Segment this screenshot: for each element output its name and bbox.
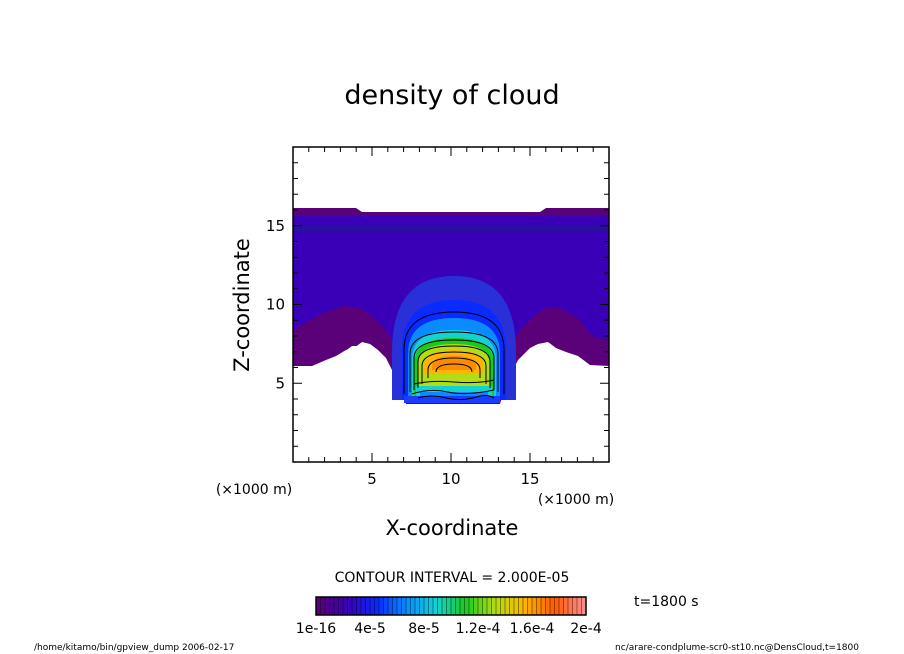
- colorbar-cell: [487, 597, 492, 615]
- y-tick-label: 15: [266, 217, 285, 235]
- colorbar-cell: [559, 597, 564, 615]
- colorbar-cell: [545, 597, 551, 615]
- colorbar-cell: [347, 597, 353, 615]
- density-field: [293, 208, 609, 410]
- field-gap-left: [293, 346, 404, 410]
- colorbar-cell: [338, 597, 344, 615]
- x-axis-title: X-coordinate: [386, 516, 519, 540]
- colorbar-cell: [383, 597, 389, 615]
- colorbar-cell: [379, 597, 384, 615]
- colorbar-tick-label: 4e-5: [354, 621, 385, 637]
- colorbar-cell: [577, 597, 582, 615]
- colorbar-cell: [536, 597, 542, 615]
- colorbar-cell: [428, 597, 434, 615]
- colorbar-cell: [509, 597, 515, 615]
- x-tick-label: 5: [367, 470, 377, 488]
- plume: [392, 276, 516, 403]
- colorbar-cell: [343, 597, 348, 615]
- footer-right: nc/arare-condplume-scr0-st10.nc@DensClou…: [615, 643, 859, 653]
- colorbar-cell: [554, 597, 560, 615]
- colorbar-cell: [424, 597, 429, 615]
- x-axis-unit: (×1000 m): [538, 492, 614, 508]
- colorbar-cell: [464, 597, 470, 615]
- colorbar-cell: [572, 597, 578, 615]
- colorbar-cell: [365, 597, 371, 615]
- colorbar-tick-label: 1.2e-4: [456, 621, 501, 637]
- colorbar-cell: [505, 597, 510, 615]
- colorbar-cell: [415, 597, 420, 615]
- colorbar-cell: [482, 597, 488, 615]
- chart-title: density of cloud: [344, 80, 559, 111]
- y-tick-label: 5: [275, 374, 285, 392]
- colorbar-cell: [568, 597, 573, 615]
- footer-left: /home/kitamo/bin/gpview_dump 2006-02-17: [34, 643, 234, 653]
- colorbar-cell: [491, 597, 497, 615]
- colorbar-cell: [401, 597, 407, 615]
- colorbar-cell: [496, 597, 501, 615]
- colorbar-tick-label: 1.6e-4: [510, 621, 555, 637]
- colorbar-cell: [370, 597, 375, 615]
- colorbar-tick-label: 2e-4: [570, 621, 602, 637]
- colorbar-cell: [392, 597, 398, 615]
- colorbar-cell: [500, 597, 506, 615]
- colorbar-tick-label: 1e-16: [296, 621, 336, 637]
- field-band: [293, 226, 609, 231]
- colorbar-cell: [388, 597, 393, 615]
- colorbar-cell: [518, 597, 524, 615]
- colorbar-cell: [356, 597, 362, 615]
- colorbar-frame: [315, 596, 587, 616]
- colorbar-cell: [473, 597, 479, 615]
- colorbar-cell: [329, 597, 335, 615]
- colorbar-cell: [334, 597, 339, 615]
- colorbar-cell: [325, 597, 330, 615]
- colorbar-cell: [397, 597, 402, 615]
- colorbar-cell: [550, 597, 555, 615]
- y-axis-unit: (×1000 m): [216, 482, 292, 498]
- colorbar-cell: [433, 597, 438, 615]
- y-tick-label: 10: [266, 296, 285, 314]
- colorbar-cell: [460, 597, 465, 615]
- colorbar: [315, 597, 587, 615]
- colorbar-cell: [419, 597, 425, 615]
- colorbar-cell: [442, 597, 447, 615]
- colorbar-cell: [455, 597, 461, 615]
- time-label: t=1800 s: [634, 594, 699, 610]
- colorbar-cell: [316, 597, 321, 615]
- axis-ticks: [293, 147, 609, 462]
- x-tick-label: 15: [520, 470, 539, 488]
- contour-interval: CONTOUR INTERVAL = 2.000E-05: [335, 570, 570, 586]
- colorbar-cell: [527, 597, 533, 615]
- colorbar-cell: [437, 597, 443, 615]
- colorbar-cell: [478, 597, 483, 615]
- colorbar-cell: [446, 597, 452, 615]
- colorbar-cell: [374, 597, 380, 615]
- colorbar-cell: [469, 597, 474, 615]
- x-tick-label: 10: [441, 470, 460, 488]
- colorbar-labels: 1e-16 4e-5 8e-5 1.2e-4 1.6e-4 2e-4: [296, 621, 602, 637]
- colorbar-cell: [581, 597, 587, 615]
- colorbar-cell: [406, 597, 411, 615]
- y-axis-title: Z-coordinate: [230, 238, 254, 372]
- colorbar-tick-label: 8e-5: [408, 621, 439, 637]
- colorbar-cell: [563, 597, 569, 615]
- colorbar-cell: [451, 597, 456, 615]
- colorbar-cell: [541, 597, 546, 615]
- colorbar-cell: [514, 597, 519, 615]
- tick-labels: 5 10 15 5 10 15: [266, 217, 540, 488]
- colorbar-cell: [352, 597, 357, 615]
- colorbar-cell: [320, 597, 326, 615]
- colorbar-cell: [361, 597, 366, 615]
- colorbar-cell: [523, 597, 528, 615]
- field-gap-right: [500, 346, 609, 410]
- colorbar-cell: [410, 597, 416, 615]
- colorbar-cell: [532, 597, 537, 615]
